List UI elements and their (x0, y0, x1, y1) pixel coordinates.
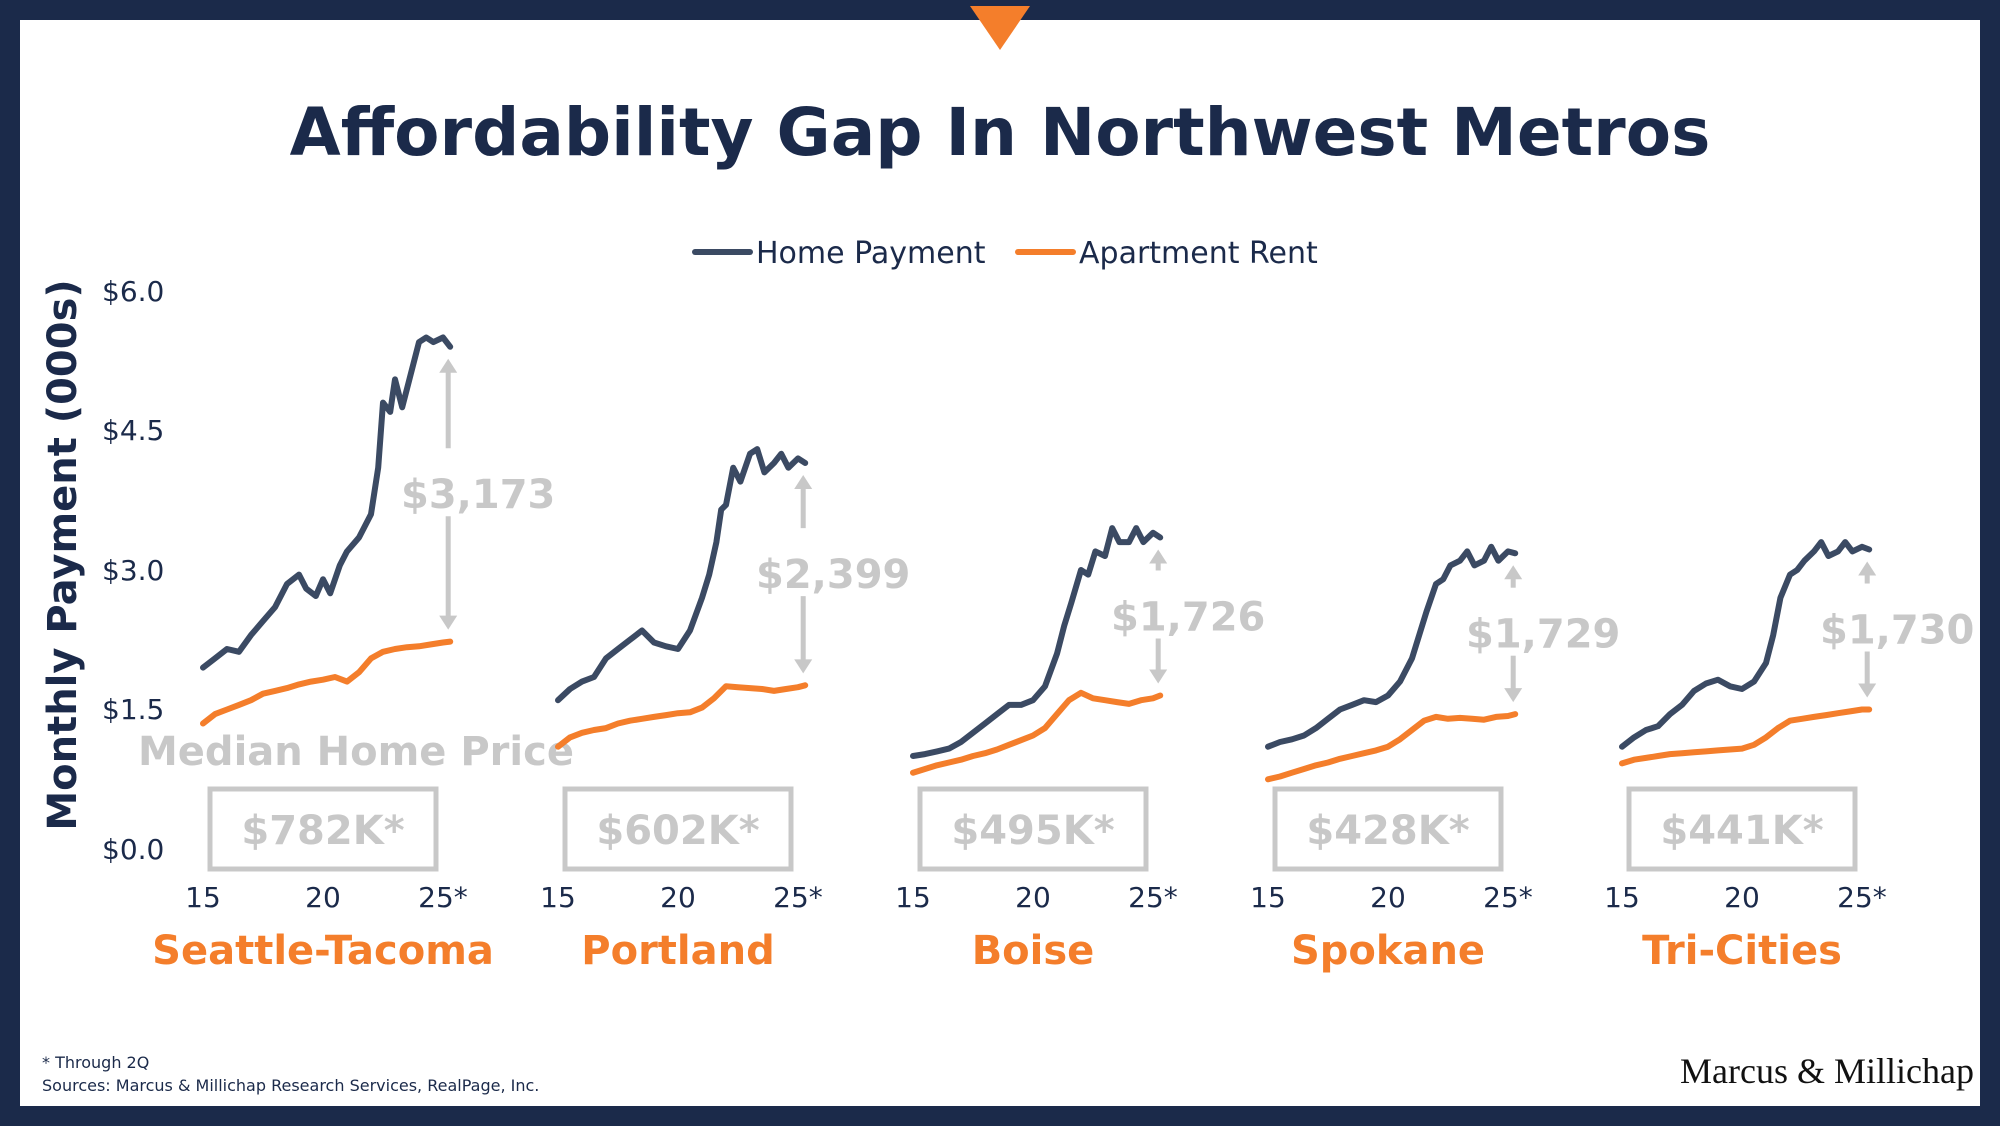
rent-line (555, 682, 809, 750)
metro-name: Portland (581, 928, 774, 974)
legend-rent-label: Apartment Rent (1079, 236, 1318, 271)
home-line (910, 525, 1164, 759)
gap-value: $1,730 (1820, 608, 1974, 654)
brand-logo: Marcus & Millichap (1680, 1051, 1974, 1091)
panel-spokane: $428K* $1,729 15 20 25* Spokane (1250, 543, 1620, 974)
x-tick-20: 20 (660, 881, 696, 914)
x-tick-15: 15 (1250, 881, 1286, 914)
x-tick-20: 20 (1370, 881, 1406, 914)
panel-portland: $602K* $2,399 15 20 25* Portland (540, 446, 910, 974)
median-price-value: $782K* (241, 808, 404, 854)
gap-arrow-head-down (794, 659, 813, 674)
x-tick-25: 25* (418, 881, 468, 914)
x-tick-25: 25* (1837, 881, 1887, 914)
legend: Home Payment Apartment Rent (692, 236, 1318, 271)
metro-name: Tri-Cities (1642, 928, 1842, 974)
legend-home-label: Home Payment (756, 236, 986, 271)
gap-arrow-head-up (439, 358, 458, 373)
price-box (917, 786, 1149, 872)
y-tick-4-5: $4.5 (102, 414, 164, 447)
footnote: * Through 2Q (42, 1053, 149, 1072)
price-box (1626, 786, 1858, 872)
metro-name: Seattle-Tacoma (152, 928, 494, 974)
metro-name: Boise (972, 928, 1095, 974)
x-tick-15: 15 (1604, 881, 1640, 914)
y-tick-6: $6.0 (102, 275, 164, 308)
median-price-value: $441K* (1660, 808, 1823, 854)
gap-value: $1,729 (1466, 612, 1620, 658)
x-tick-25: 25* (1128, 881, 1178, 914)
gap-arrow-head-down (1504, 688, 1523, 703)
rent-line (1265, 711, 1519, 783)
x-tick-15: 15 (185, 881, 221, 914)
rent-line (910, 689, 1164, 776)
y-axis-label: Monthly Payment (000s) (40, 279, 86, 830)
rent-line (1619, 706, 1873, 767)
rent-line (200, 638, 454, 727)
home-line (555, 446, 809, 704)
median-price-value: $428K* (1306, 808, 1469, 854)
x-tick-15: 15 (540, 881, 576, 914)
y-ticks: $6.0 $4.5 $3.0 $1.5 $0.0 (102, 275, 164, 866)
x-tick-25: 25* (1483, 881, 1533, 914)
metro-name: Spokane (1291, 928, 1485, 974)
sources: Sources: Marcus & Millichap Research Ser… (42, 1076, 539, 1095)
y-tick-3: $3.0 (102, 554, 164, 587)
median-home-price-label: Median Home Price (138, 729, 574, 775)
home-line (1265, 543, 1519, 750)
gap-value: $2,399 (756, 552, 910, 598)
panel-seattle-tacoma: $782K* $3,173 15 20 25* Seattle-Tacoma (152, 334, 555, 974)
panel-boise: $495K* $1,726 15 20 25* Boise (895, 525, 1265, 974)
gap-arrow-head-up (1149, 549, 1168, 564)
home-line (1619, 539, 1873, 750)
x-tick-25: 25* (773, 881, 823, 914)
gap-arrow-head-down (1858, 683, 1877, 698)
y-tick-1-5: $1.5 (102, 693, 164, 726)
median-price-value: $495K* (951, 808, 1114, 854)
gap-arrow-head-up (1858, 561, 1877, 576)
gap-value: $3,173 (401, 472, 555, 518)
gap-arrow-head-up (794, 475, 813, 490)
top-marker-triangle (970, 6, 1030, 50)
gap-value: $1,726 (1111, 595, 1265, 641)
gap-arrow-head-down (1149, 669, 1168, 684)
gap-arrow-head-up (1504, 565, 1523, 580)
gap-arrow-head-down (439, 615, 458, 630)
y-tick-0: $0.0 (102, 833, 164, 866)
panel-tri-cities: $441K* $1,730 15 20 25* Tri-Cities (1604, 539, 1974, 974)
x-tick-20: 20 (1724, 881, 1760, 914)
median-price-value: $602K* (596, 808, 759, 854)
price-box (1272, 786, 1504, 872)
x-tick-20: 20 (1015, 881, 1051, 914)
home-line (200, 334, 454, 671)
price-box (562, 786, 794, 872)
chart-title: Affordability Gap In Northwest Metros (290, 94, 1711, 171)
x-tick-15: 15 (895, 881, 931, 914)
x-tick-20: 20 (305, 881, 341, 914)
price-box (207, 786, 439, 872)
